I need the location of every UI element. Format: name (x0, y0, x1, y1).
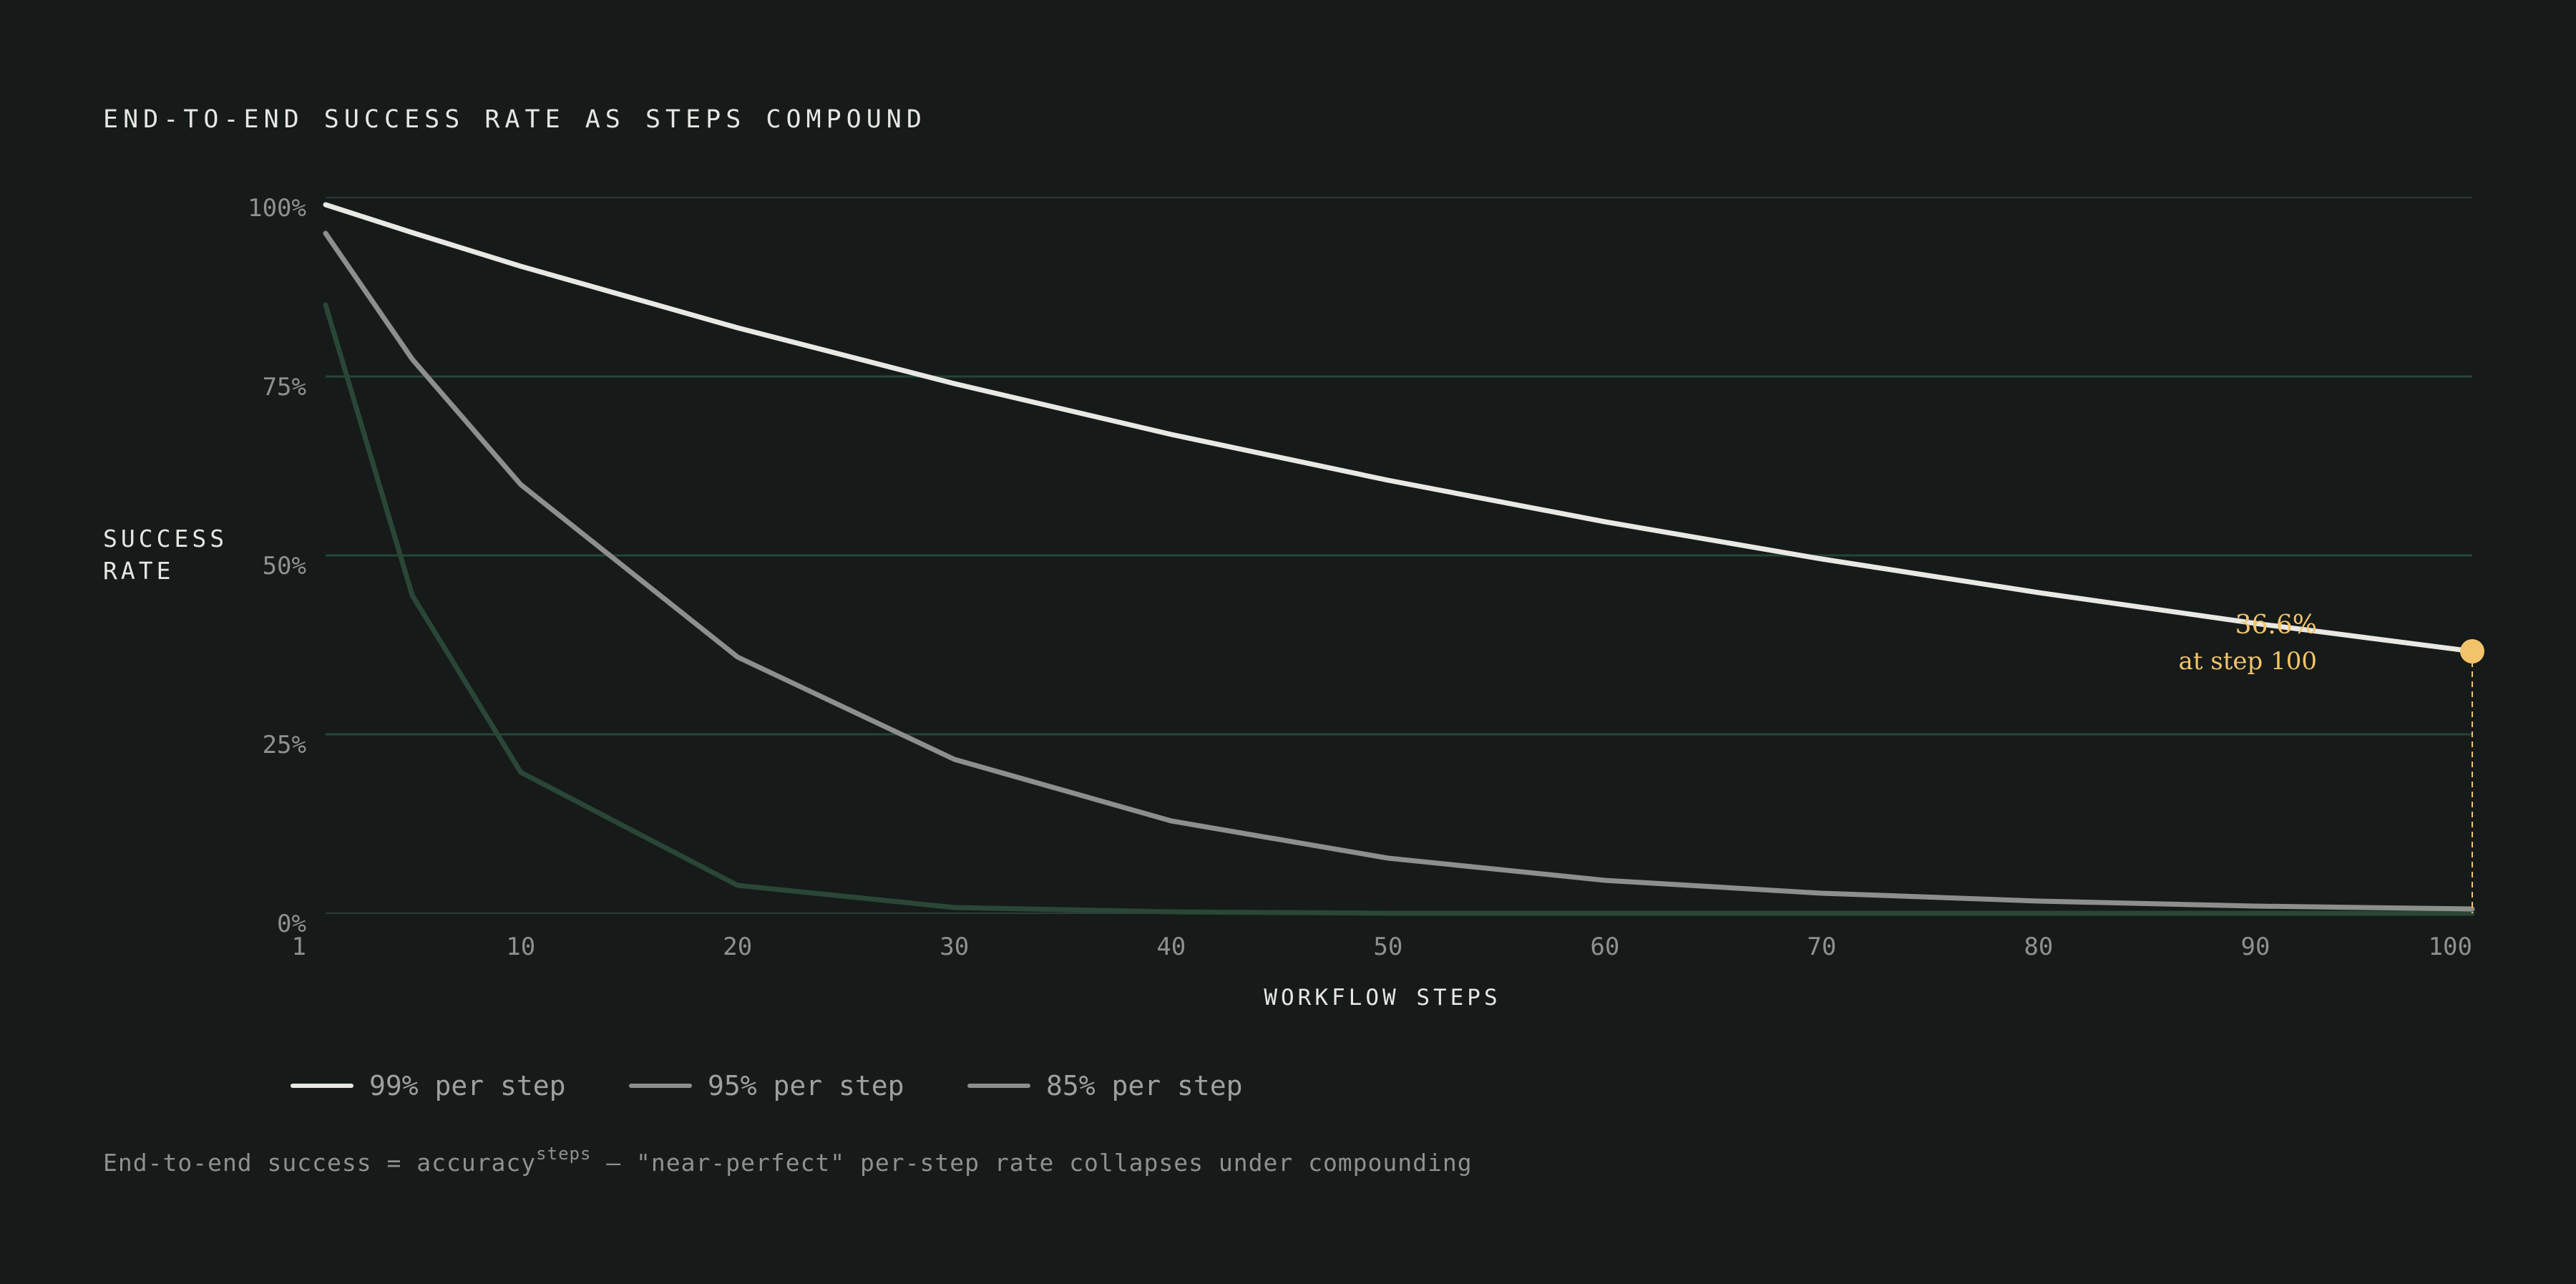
x-tick-label: 20 (723, 933, 752, 961)
x-axis-label: WORKFLOW STEPS (1264, 985, 1501, 1011)
series-line-2 (323, 230, 2475, 912)
footnote-superscript: steps (536, 1144, 591, 1164)
legend-item-2: 95% per step (629, 1070, 904, 1101)
x-tick-label: 30 (940, 933, 969, 961)
y-tick-label: 50% (263, 552, 306, 580)
legend-label: 95% per step (708, 1070, 904, 1101)
y-tick-label: 25% (263, 731, 306, 759)
y-tick-label: 0% (277, 910, 306, 938)
x-tick-label: 10 (506, 933, 535, 961)
series-line-1 (323, 202, 2475, 654)
x-tick-label: 90 (2240, 933, 2270, 961)
footnote-prefix: End-to-end success = accuracy (103, 1149, 536, 1177)
x-tick-label: 1 (292, 933, 306, 961)
y-tick-labels: 100% 75% 50% 25% 0% (248, 194, 306, 938)
annotation-sublabel: at step 100 (2179, 647, 2317, 676)
footnote: End-to-end success = accuracysteps — "ne… (103, 1144, 1473, 1177)
x-tick-labels: 1 10 20 30 40 50 60 70 80 90 100 (292, 933, 2472, 961)
x-tick-label: 70 (1807, 933, 1836, 961)
legend-label: 85% per step (1046, 1070, 1243, 1101)
legend: 99% per step 95% per step 85% per step (291, 1070, 1243, 1101)
x-tick-label: 40 (1156, 933, 1186, 961)
annotation-value: 36.6% (2235, 611, 2317, 640)
y-tick-label: 75% (263, 373, 306, 402)
x-tick-label: 60 (1590, 933, 1619, 961)
y-axis-label: SUCCESS RATE (103, 525, 245, 585)
x-tick-label: 100 (2429, 933, 2472, 961)
legend-item-1: 99% per step (291, 1070, 566, 1101)
series-line-3 (323, 302, 2475, 916)
series-lines (323, 202, 2475, 916)
y-tick-label: 100% (248, 194, 306, 223)
annotation: 36.6% at step 100 (2179, 611, 2484, 913)
x-tick-label: 50 (1373, 933, 1402, 961)
y-axis-label-line-1: SUCCESS (103, 525, 228, 553)
y-axis-label-line-2: RATE (103, 557, 174, 585)
legend-label: 99% per step (369, 1070, 566, 1101)
x-tick-label: 80 (2024, 933, 2053, 961)
annotation-marker (2460, 639, 2484, 663)
footnote-suffix: — "near-perfect" per-step rate collapses… (591, 1149, 1472, 1177)
legend-item-3: 85% per step (967, 1070, 1243, 1101)
grid (326, 197, 2472, 914)
chart-title: END-TO-END SUCCESS RATE AS STEPS COMPOUN… (103, 105, 927, 134)
